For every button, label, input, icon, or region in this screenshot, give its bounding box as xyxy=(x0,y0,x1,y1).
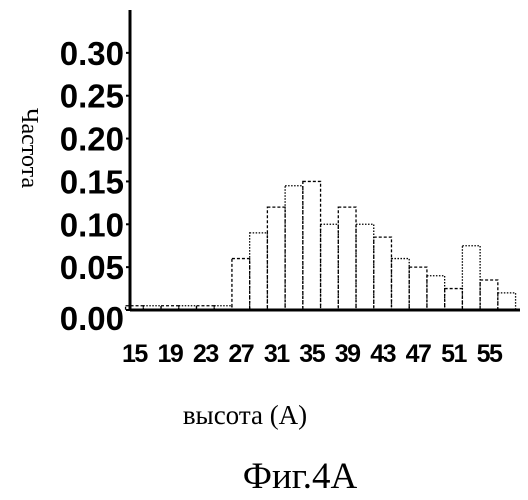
histogram-bar xyxy=(427,276,445,310)
histogram-bar xyxy=(391,259,409,310)
x-tick-label: 55 xyxy=(477,340,503,368)
x-tick-label: 39 xyxy=(335,340,360,368)
y-tick-label: 0.15 xyxy=(60,163,124,200)
y-tick-label: 0.25 xyxy=(60,78,124,115)
x-tick-labels: 15 19 23 27 31 35 39 43 47 51 55 xyxy=(122,340,503,368)
x-axis-label: высота (А) xyxy=(183,400,307,430)
y-tick-label: 0.20 xyxy=(60,121,124,158)
histogram-bar xyxy=(409,267,427,310)
y-tick-label: 0.00 xyxy=(60,300,124,337)
histogram-bar xyxy=(321,224,339,310)
x-tick-label: 51 xyxy=(441,340,467,368)
histogram-bar xyxy=(285,186,303,310)
y-tick-label: 0.10 xyxy=(60,206,124,243)
y-tick-label: 0.05 xyxy=(60,249,124,286)
histogram-bar xyxy=(338,207,356,310)
figure-caption: Фиг.4А xyxy=(243,456,358,497)
histogram-bar xyxy=(498,293,516,310)
x-tick-label: 31 xyxy=(264,340,290,368)
x-tick-label: 15 xyxy=(122,340,148,368)
histogram-bar xyxy=(445,289,463,310)
y-tick-labels: 0.00 0.05 0.10 0.15 0.20 0.25 0.30 xyxy=(60,35,130,337)
histogram-bars xyxy=(126,181,516,310)
y-tick-label: 0.30 xyxy=(60,35,124,72)
x-tick-label: 47 xyxy=(406,340,431,368)
histogram-bar xyxy=(250,233,268,310)
histogram-bar xyxy=(374,237,392,310)
histogram-bar xyxy=(356,224,374,310)
histogram-bar xyxy=(232,259,250,310)
x-tick-label: 27 xyxy=(228,340,253,368)
histogram-bar xyxy=(480,280,498,310)
histogram-bar xyxy=(303,181,321,310)
x-tick-label: 43 xyxy=(370,340,395,368)
histogram-bar xyxy=(462,246,480,310)
y-axis-label: Частота xyxy=(16,108,42,189)
x-tick-label: 23 xyxy=(193,340,218,368)
x-tick-label: 35 xyxy=(299,340,325,368)
x-tick-label: 19 xyxy=(157,340,182,368)
histogram-bar xyxy=(267,207,285,310)
